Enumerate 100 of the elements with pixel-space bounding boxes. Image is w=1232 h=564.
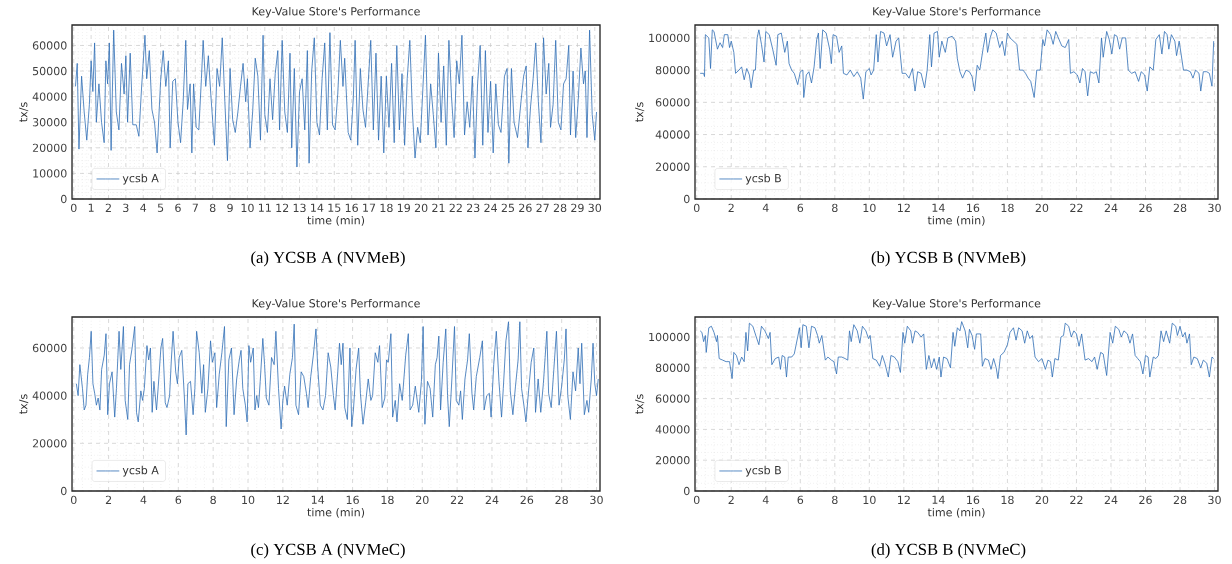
line-series (75, 321, 599, 436)
x-tick-label: 10 (242, 495, 255, 505)
x-tick-label: 14 (311, 495, 325, 504)
y-tick-label: 0 (61, 194, 67, 204)
y-tick-label: 0 (683, 486, 690, 496)
legend-label: ycsb A (122, 173, 159, 185)
y-tick-label: 20000 (32, 143, 67, 152)
x-tick-label: 24 (1104, 203, 1118, 212)
x-tick-label: 12 (276, 203, 289, 212)
x-tick-label: 29 (571, 203, 584, 213)
x-tick-label: 26 (519, 203, 532, 213)
chart-title: Key-Value Store's Performance (873, 298, 1041, 310)
x-tick-label: 7 (192, 203, 198, 212)
x-tick-label: 12 (898, 203, 910, 212)
x-tick-label: 28 (1173, 203, 1187, 213)
y-tick-label: 60000 (655, 98, 690, 107)
y-tick-label: 50000 (32, 66, 67, 76)
x-tick-label: 28 (1173, 495, 1187, 505)
x-tick-label: 16 (346, 495, 359, 505)
x-tick-label: 30 (588, 203, 602, 213)
y-tick-label: 100000 (649, 332, 690, 342)
x-tick-label: 13 (293, 203, 306, 213)
x-tick-label: 5 (157, 203, 164, 212)
y-tick-label: 60000 (32, 41, 67, 50)
x-tick-label: 1 (88, 203, 94, 212)
x-tick-label: 18 (380, 203, 393, 213)
x-tick-label: 4 (140, 203, 147, 212)
x-tick-label: 4 (762, 203, 769, 212)
y-tick-label: 60000 (32, 343, 67, 353)
x-tick-label: 26 (1139, 203, 1152, 213)
x-tick-label: 10 (863, 203, 876, 213)
y-tick-label: 40000 (32, 92, 67, 101)
x-tick-label: 12 (277, 495, 289, 504)
y-axis-title: tx/s (635, 394, 645, 414)
x-tick-label: 27 (536, 203, 549, 212)
x-tick-label: 23 (466, 203, 480, 213)
x-tick-label: 10 (241, 203, 254, 213)
legend-label: ycsb B (745, 173, 781, 185)
chart-title: Key-Value Store's Performance (252, 298, 420, 310)
x-tick-label: 20 (414, 203, 428, 213)
x-tick-label: 18 (1001, 203, 1014, 213)
legend-label: ycsb A (122, 465, 159, 477)
text: (d) YCSB B (NVMeC) (871, 543, 1026, 559)
y-axis-title: tx/s (19, 102, 29, 122)
y-tick-label: 20000 (655, 162, 690, 171)
x-tick-label: 17 (363, 203, 376, 212)
x-tick-label: 21 (432, 203, 445, 212)
x-tick-label: 30 (1208, 203, 1221, 213)
y-tick-label: 40000 (32, 391, 67, 400)
x-tick-label: 18 (1001, 495, 1014, 505)
x-tick-label: 14 (311, 203, 324, 212)
x-tick-label: 20 (416, 495, 429, 505)
x-axis-title: time (min) (307, 215, 365, 226)
y-tick-label: 20000 (655, 456, 690, 465)
y-tick-label: 0 (683, 194, 690, 204)
x-tick-label: 28 (555, 495, 568, 505)
x-axis-title: time (min) (307, 507, 365, 518)
x-tick-label: 20 (1035, 203, 1049, 213)
x-tick-label: 8 (209, 203, 216, 213)
x-tick-label: 14 (932, 203, 945, 212)
y-tick-label: 80000 (655, 363, 690, 372)
x-tick-label: 12 (898, 495, 910, 504)
x-tick-label: 26 (520, 495, 534, 505)
x-tick-label: 6 (175, 203, 181, 213)
x-tick-label: 0 (70, 203, 77, 213)
legend-label: ycsb B (745, 465, 781, 477)
y-axis-title: tx/s (19, 394, 29, 414)
text: (a) YCSB A (NVMeB) (251, 251, 405, 267)
x-tick-label: 14 (932, 495, 945, 504)
x-tick-label: 9 (227, 203, 233, 213)
x-tick-label: 8 (832, 203, 838, 213)
y-tick-label: 40000 (655, 130, 690, 139)
x-tick-label: 0 (693, 203, 700, 213)
x-tick-label: 16 (967, 203, 980, 213)
x-axis-title: time (min) (927, 507, 985, 518)
x-tick-label: 16 (345, 203, 358, 213)
line-series (699, 321, 1215, 379)
x-tick-label: 25 (501, 203, 515, 213)
x-tick-label: 0 (693, 495, 700, 505)
x-tick-label: 3 (123, 203, 129, 213)
y-tick-label: 40000 (655, 425, 690, 434)
x-tick-label: 2 (105, 495, 112, 504)
x-tick-label: 24 (485, 495, 499, 504)
chart-title: Key-Value Store's Performance (252, 6, 420, 18)
text: (b) YCSB B (NVMeB) (871, 251, 1026, 267)
x-tick-label: 15 (328, 203, 341, 212)
x-tick-label: 24 (484, 203, 497, 212)
x-tick-label: 2 (728, 203, 734, 212)
x-tick-label: 11 (258, 203, 271, 212)
x-tick-label: 22 (1070, 203, 1083, 212)
y-tick-label: 60000 (655, 394, 690, 403)
y-tick-label: 10000 (33, 169, 67, 178)
text: (c) YCSB A (NVMeC) (251, 543, 405, 559)
x-tick-label: 4 (140, 495, 147, 504)
x-tick-label: 2 (728, 495, 734, 504)
x-tick-label: 28 (553, 203, 567, 213)
x-tick-label: 20 (1035, 495, 1049, 505)
x-tick-label: 18 (381, 495, 394, 505)
x-tick-label: 22 (450, 495, 464, 504)
x-tick-label: 19 (397, 203, 410, 213)
